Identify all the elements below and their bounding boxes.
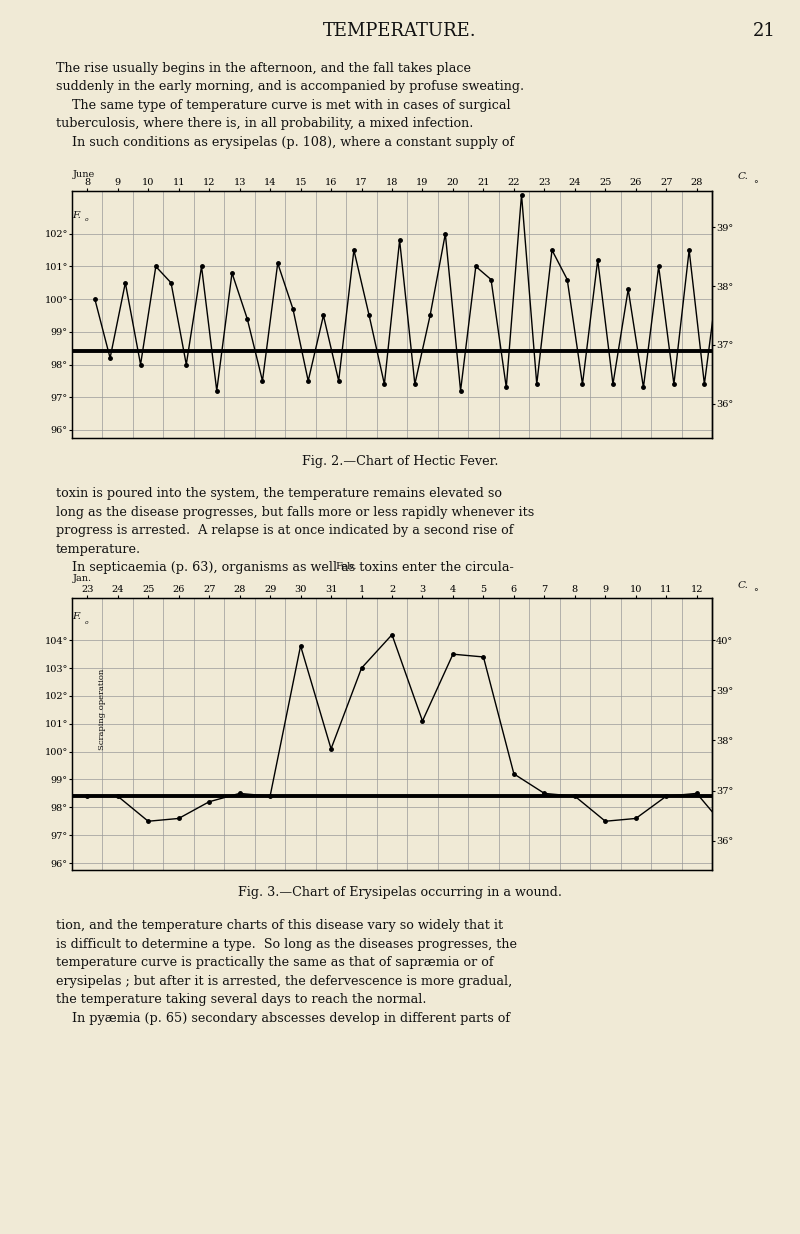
- Text: F.: F.: [73, 612, 82, 622]
- Text: TEMPERATURE.: TEMPERATURE.: [323, 22, 477, 39]
- Text: Feb.: Feb.: [335, 561, 357, 570]
- Text: Fig. 3.—Chart of Erysipelas occurring in a wound.: Fig. 3.—Chart of Erysipelas occurring in…: [238, 886, 562, 898]
- Text: $^{o}$: $^{o}$: [84, 217, 90, 226]
- Text: toxin is poured into the system, the temperature remains elevated so
long as the: toxin is poured into the system, the tem…: [56, 487, 534, 575]
- Text: 21: 21: [753, 22, 776, 39]
- Text: °: °: [754, 589, 758, 597]
- Text: C.: C.: [738, 581, 749, 590]
- Text: C.: C.: [738, 173, 749, 181]
- Text: tion, and the temperature charts of this disease vary so widely that it
is diffi: tion, and the temperature charts of this…: [56, 919, 517, 1024]
- Text: F.: F.: [73, 211, 82, 220]
- Text: $^{o}$: $^{o}$: [84, 621, 90, 629]
- Text: °: °: [754, 180, 758, 189]
- Text: The rise usually begins in the afternoon, and the fall takes place
suddenly in t: The rise usually begins in the afternoon…: [56, 62, 524, 149]
- Text: Scraping operation: Scraping operation: [98, 669, 106, 750]
- Text: June: June: [73, 170, 95, 179]
- Text: Fig. 2.—Chart of Hectic Fever.: Fig. 2.—Chart of Hectic Fever.: [302, 455, 498, 468]
- Text: Jan.: Jan.: [73, 575, 92, 584]
